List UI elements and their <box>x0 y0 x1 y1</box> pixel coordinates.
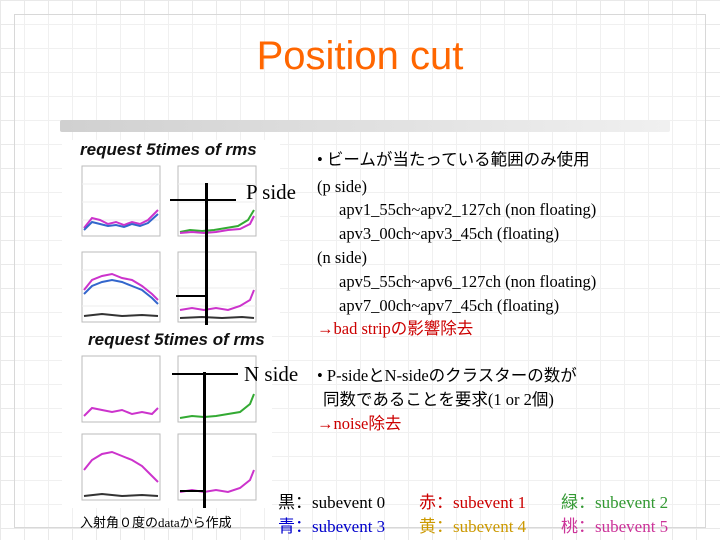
p-side-line-4: apv5_55ch~apv6_127ch (non floating) <box>339 272 597 291</box>
legend-subevent-2: 緑：subevent 2 <box>561 493 669 512</box>
p-side-line-0: (p side) <box>317 177 367 196</box>
p-side-arrow-upper <box>170 199 236 201</box>
n-side-label: N side <box>244 362 299 386</box>
n-side-line-2: 同数であることを要求(1 or 2個) <box>323 390 554 409</box>
legend-subevent-0: 黒：subevent 0 <box>278 493 386 512</box>
p-side-line-1: apv1_55ch~apv2_127ch (non floating) <box>339 200 597 219</box>
lower-plot-graphics <box>81 355 257 501</box>
p-side-bracket <box>205 183 208 325</box>
legend-subevent-3: 青：subevent 3 <box>278 517 386 536</box>
upper-plot-image: request 5times of rms <box>62 140 280 332</box>
legend-subevent-5: 桃：subevent 5 <box>561 517 669 536</box>
data-source-note: 入射角０度のdataから作成 <box>80 515 232 530</box>
p-side-line-5: apv7_00ch~apv7_45ch (floating) <box>339 296 560 315</box>
upper-plot-caption: request 5times of rms <box>80 140 257 159</box>
n-side-bracket <box>203 372 206 508</box>
p-side-arrow-lower <box>176 295 206 297</box>
slide-title: Position cut <box>256 34 464 78</box>
n-side-result: →noise除去 <box>317 414 402 433</box>
p-side-bullet: • ビームが当たっている範囲のみ使用 <box>317 150 590 169</box>
p-side-line-2: apv3_00ch~apv3_45ch (floating) <box>339 224 560 243</box>
n-side-bullet: • P-sideとN-sideのクラスターの数が <box>317 366 577 385</box>
p-side-line-3: (n side) <box>317 248 367 267</box>
legend-subevent-1: 赤：subevent 1 <box>419 493 527 512</box>
legend-subevent-4: 黄：subevent 4 <box>419 517 527 536</box>
p-side-result: →bad stripの影響除去 <box>317 319 474 338</box>
upper-plot-graphics <box>81 165 257 323</box>
title-underline-bar <box>60 120 670 132</box>
lower-plot-image: request 5times of rms <box>62 330 272 508</box>
n-side-arrow-upper <box>172 373 238 375</box>
p-side-label: P side <box>246 180 296 204</box>
lower-plot-caption: request 5times of rms <box>88 330 265 349</box>
n-side-arrow-lower <box>180 490 206 492</box>
